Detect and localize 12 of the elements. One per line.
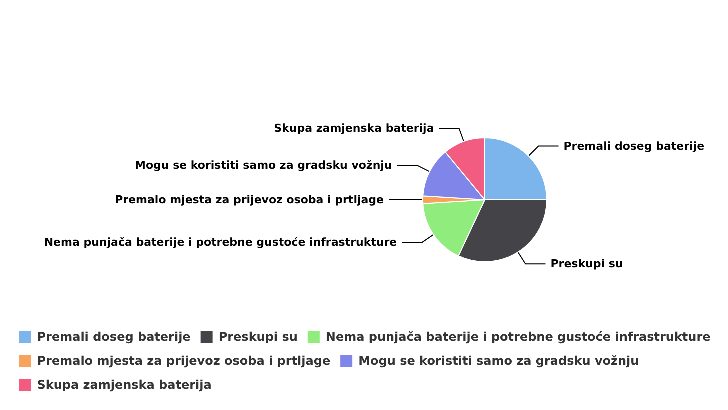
slice-label: Skupa zamjenska baterija xyxy=(274,122,434,135)
slice-label: Nema punjača baterije i potrebne gustoće infrastrukture xyxy=(44,236,398,250)
legend-label: Skupa zamjenska baterija xyxy=(37,378,212,392)
slice-label: Preskupi su xyxy=(550,258,624,271)
legend-label: Preskupi su xyxy=(218,330,298,344)
legend-label: Premalo mjesta za prijevoz osoba i prtljage xyxy=(37,354,331,368)
legend-label: Premali doseg baterije xyxy=(37,330,191,344)
slice-label: Mogu se koristiti samo za gradsku vožnju xyxy=(135,158,392,172)
legend-label: Nema punjača baterije i potrebne gustoće infrastrukture xyxy=(326,330,711,344)
slice-label: Premalo mjesta za prijevoz osoba i prtljage xyxy=(115,194,384,206)
slice-label: Premali doseg baterije xyxy=(564,140,705,153)
legend-label: Mogu se koristiti samo za gradsku vožnju xyxy=(358,354,640,368)
